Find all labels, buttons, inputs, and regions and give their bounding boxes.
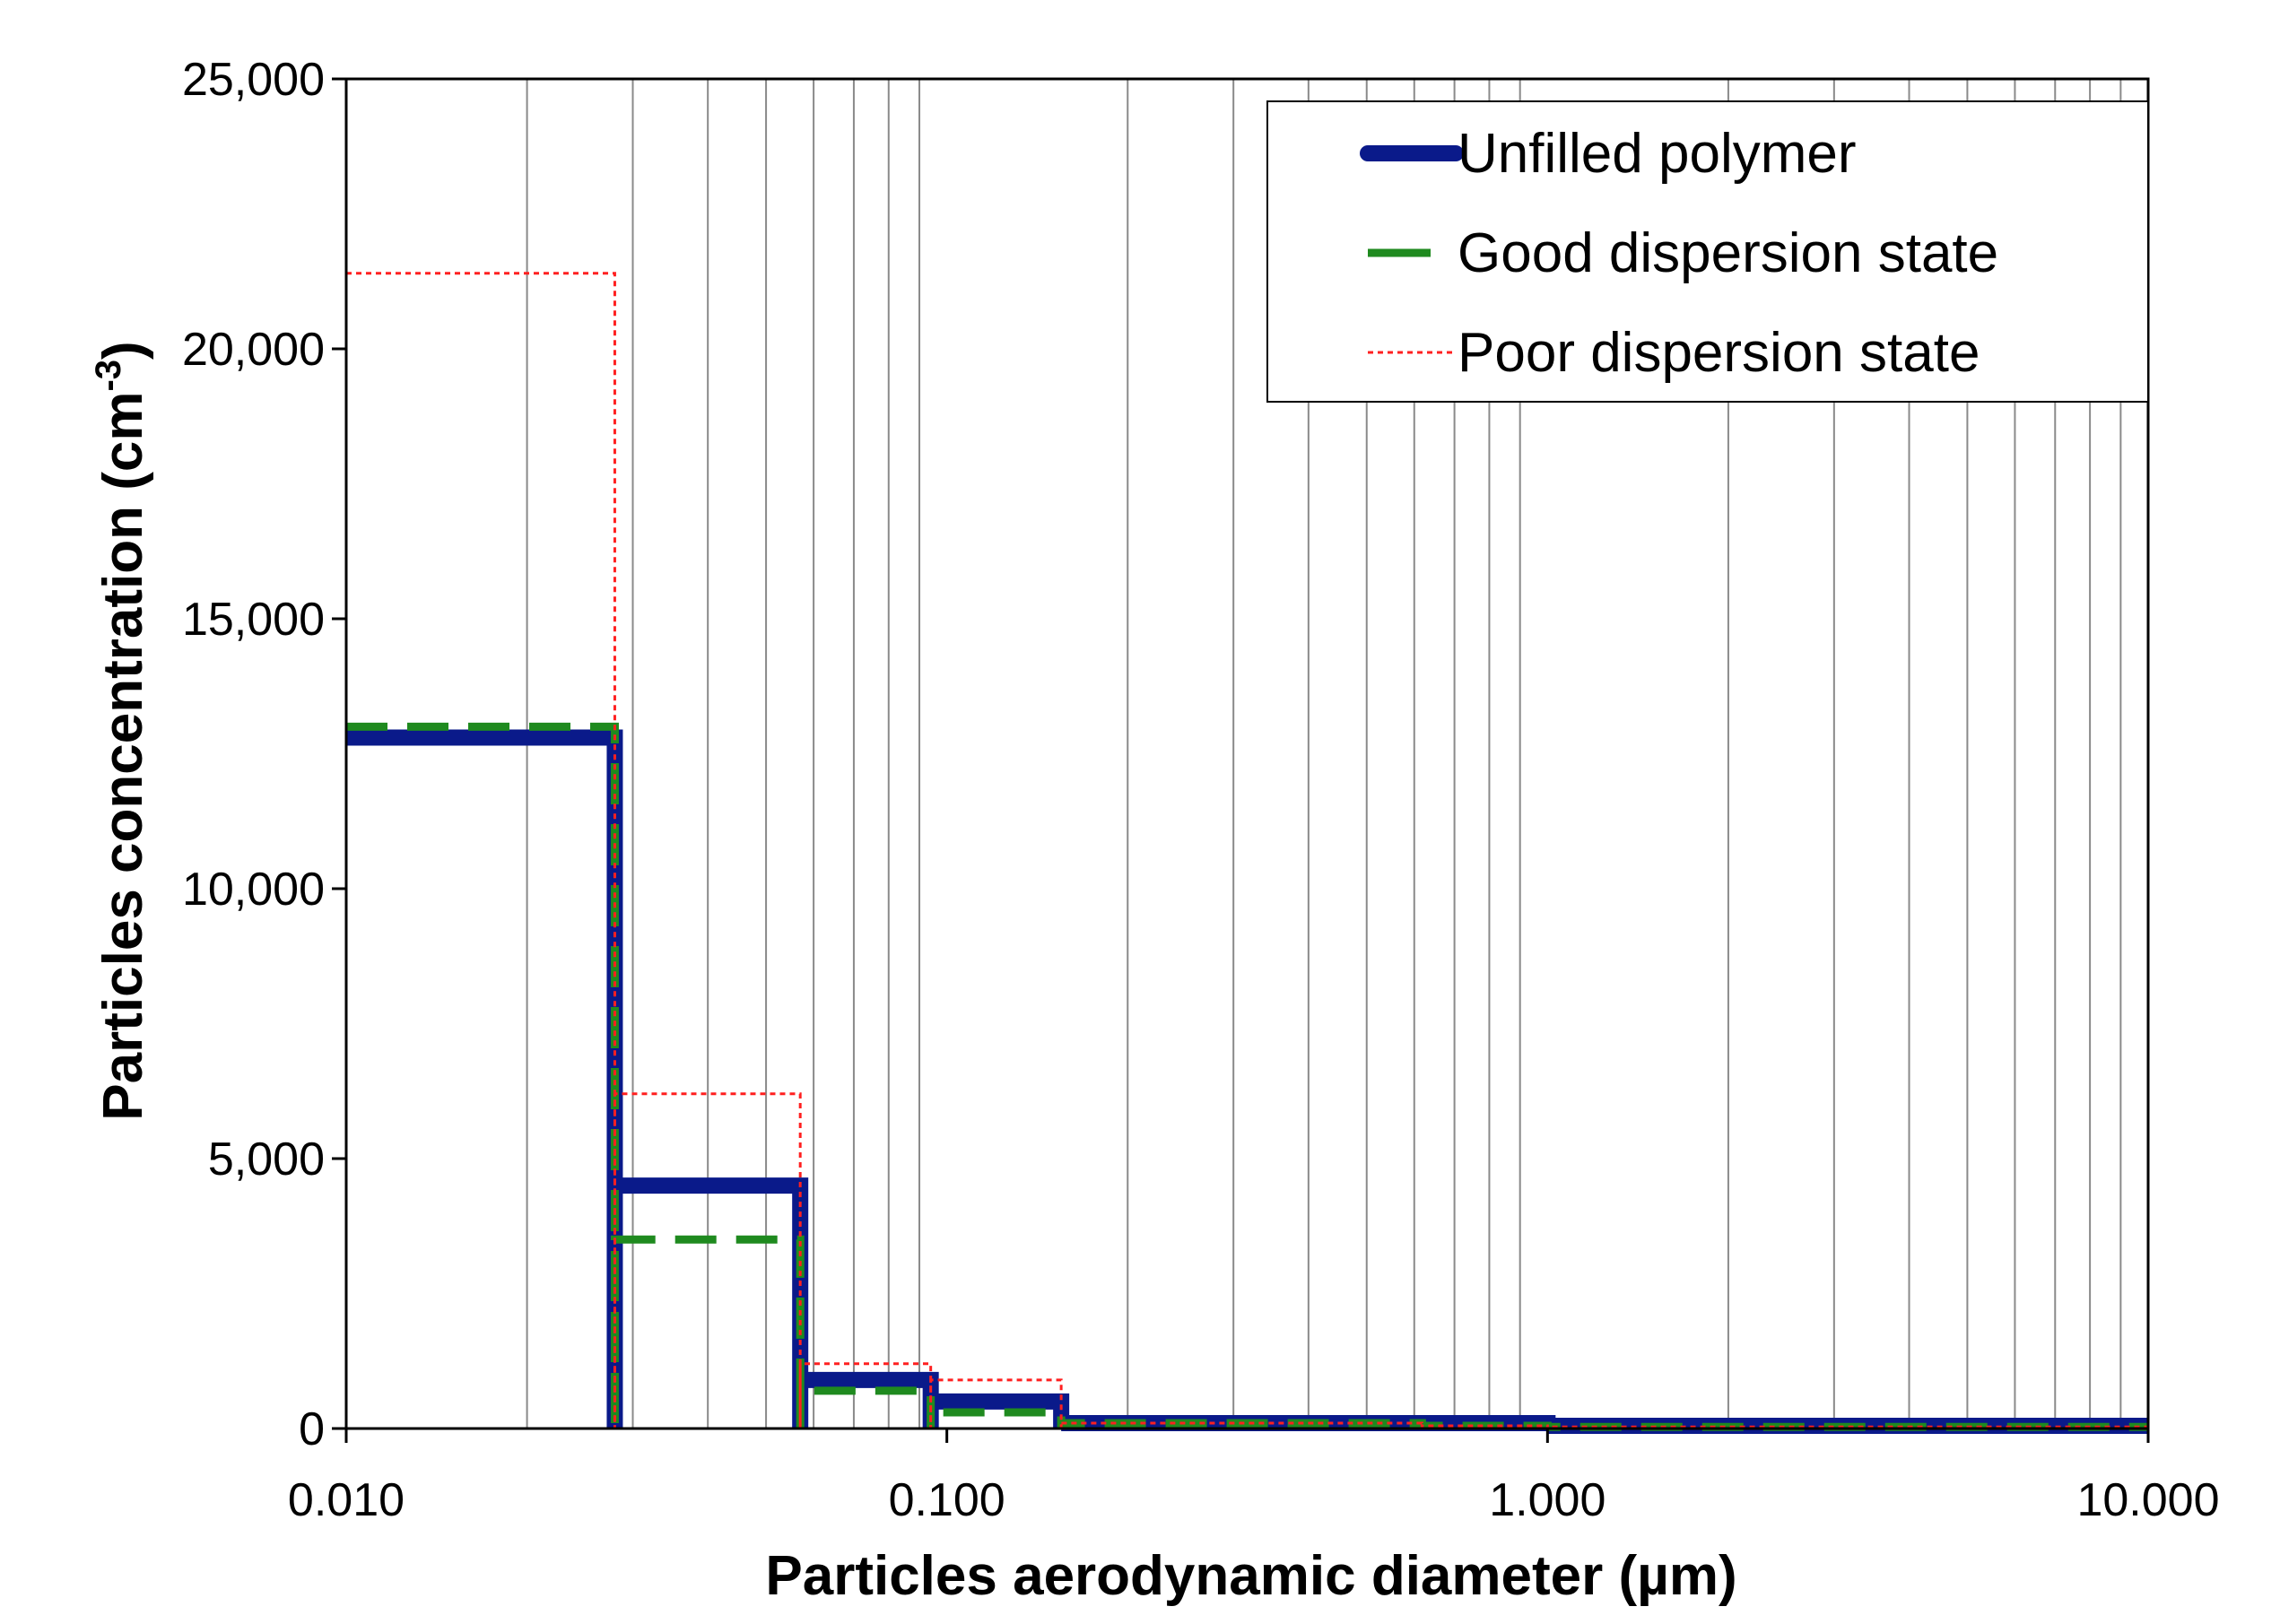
x-tick-label: 10.000 — [2076, 1474, 2219, 1526]
y-tick-label: 10,000 — [182, 864, 325, 916]
y-axis-title: Particles concentration (cm-3) — [89, 341, 154, 1120]
legend-label-unfilled-polymer: Unfilled polymer — [1458, 123, 1857, 185]
y-tick-label: 5,000 — [208, 1133, 325, 1185]
y-tick-label: 20,000 — [182, 324, 325, 376]
y-axis-title-main: Particles concentration (cm — [92, 392, 154, 1121]
legend-label-poor-dispersion: Poor dispersion state — [1458, 322, 1980, 384]
x-axis-title: Particles aerodynamic diameter (µm) — [765, 1545, 1736, 1607]
y-axis-title-close: ) — [92, 341, 154, 360]
grid-lines — [526, 79, 2122, 1429]
series-line-good-dispersion-state — [346, 722, 2148, 1431]
x-tick-label: 1.000 — [1489, 1474, 1606, 1526]
y-axis-ticks: 0 5,000 10,000 15,000 20,000 25,000 — [182, 54, 346, 1455]
x-tick-label: 0.100 — [889, 1474, 1005, 1526]
data-series — [346, 272, 2148, 1434]
legend-label-good-dispersion: Good dispersion state — [1458, 222, 1998, 284]
plot-area-frame — [344, 77, 2150, 1430]
series-line-poor-dispersion-state — [346, 272, 2148, 1429]
y-tick-label: 0 — [299, 1403, 325, 1455]
x-tick-label: 0.010 — [288, 1474, 405, 1526]
x-axis-ticks: 0.010 0.100 1.000 10.000 — [288, 1429, 2220, 1526]
legend: Unfilled polymer Good dispersion state P… — [1266, 100, 2149, 403]
y-axis-title-superscript: -3 — [89, 360, 128, 392]
y-tick-label: 25,000 — [182, 54, 325, 106]
y-tick-label: 15,000 — [182, 594, 325, 646]
